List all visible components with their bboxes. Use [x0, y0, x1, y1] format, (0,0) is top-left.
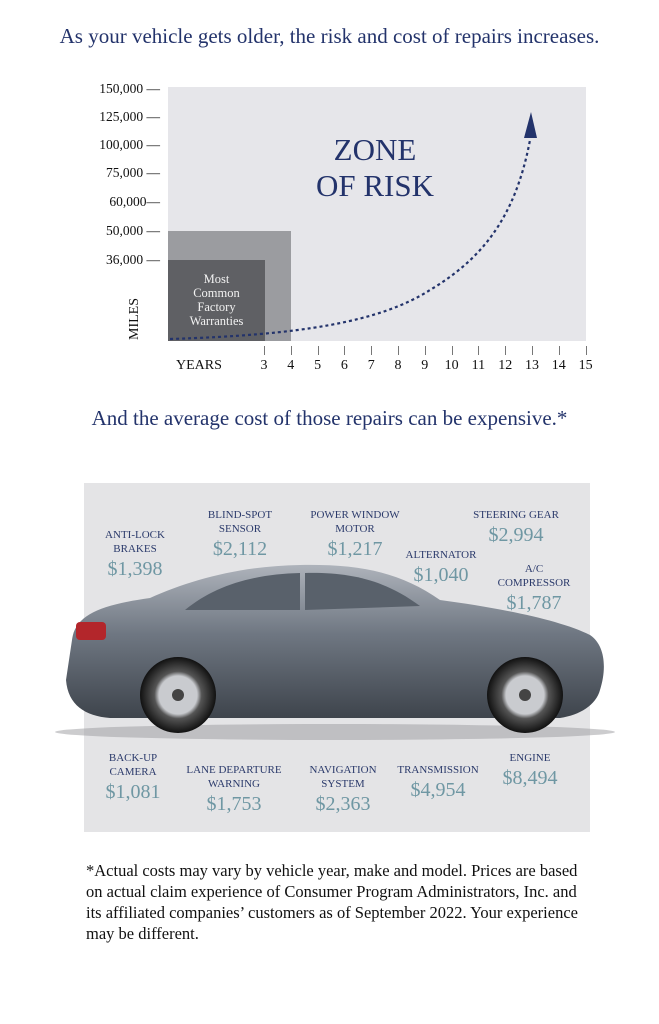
x-tick-label: 4 — [287, 358, 295, 373]
zone-of-risk-label: ZONE OF RISK — [270, 132, 480, 204]
x-tick-mark — [451, 346, 453, 355]
repair-price: $1,040 — [413, 564, 469, 586]
repair-label: ANTI-LOCK — [105, 529, 165, 541]
risk-curve — [169, 112, 537, 341]
zone-label-line: ZONE — [333, 132, 417, 167]
x-tick-label: 3 — [260, 358, 268, 373]
warranty-label-line: Factory — [197, 300, 236, 314]
footnote: *Actual costs may vary by vehicle year, … — [86, 861, 578, 943]
warranty-label: Most Common Factory Warranties — [168, 272, 265, 328]
repair-label: LANE DEPARTURE — [186, 764, 282, 776]
repair-label: WARNING — [208, 778, 260, 790]
x-tick-label: 6 — [340, 358, 348, 373]
repair-price: $1,398 — [107, 558, 163, 580]
x-tick-label: 13 — [525, 358, 539, 373]
x-tick-label: 7 — [367, 358, 375, 373]
x-tick-mark — [478, 346, 480, 355]
repair-price: $2,363 — [315, 793, 371, 815]
x-tick-label: 9 — [421, 358, 429, 373]
x-tick-mark — [558, 346, 560, 355]
x-tick-mark — [290, 346, 292, 355]
repair-price: $2,112 — [212, 538, 268, 560]
repair-price: $8,494 — [502, 767, 558, 789]
repair-label: TRANSMISSION — [397, 764, 479, 776]
x-tick-label: 12 — [498, 358, 513, 373]
x-tick-mark — [317, 346, 319, 355]
repair-label: NAVIGATION — [309, 764, 377, 776]
x-tick-mark — [371, 346, 373, 355]
x-tick-mark — [398, 346, 399, 355]
x-tick-mark — [505, 346, 507, 355]
y-tick-label: 75,000 — — [106, 165, 160, 180]
y-tick-label: 50,000 — — [106, 223, 160, 238]
warranty-label-line: Warranties — [189, 314, 244, 328]
warranty-label-line: Common — [193, 286, 240, 300]
x-axis-label: YEARS — [176, 358, 222, 373]
x-tick-mark — [264, 346, 265, 355]
risk-curve-line — [169, 139, 532, 341]
repair-label: SENSOR — [218, 523, 262, 535]
warranty-box-3yr — [168, 260, 265, 341]
x-tick-mark — [344, 346, 346, 355]
repair-price: $1,081 — [105, 781, 161, 803]
headline-cost: And the average cost of those repairs ca… — [91, 406, 568, 430]
x-tick-mark — [424, 346, 426, 355]
x-tick-label: 11 — [471, 358, 486, 373]
y-tick-label: 36,000 — — [106, 252, 160, 267]
repair-label: ENGINE — [509, 752, 551, 764]
repair-label: COMPRESSOR — [497, 577, 571, 589]
y-tick-label: 60,000— — [109, 194, 160, 209]
zone-label-line: OF RISK — [315, 168, 434, 203]
repair-label: CAMERA — [109, 766, 157, 778]
repair-label: A/C — [524, 563, 544, 575]
x-tick-label: 15 — [578, 358, 593, 373]
arrow-up-icon — [524, 112, 537, 138]
repair-price: $1,217 — [327, 538, 383, 560]
repair-label: BRAKES — [113, 543, 157, 555]
repair-price: $2,994 — [488, 524, 544, 546]
x-tick-mark — [532, 346, 533, 355]
repair-label: BACK-UP — [108, 752, 158, 764]
repair-price: $1,787 — [506, 592, 562, 614]
x-tick-label: 8 — [394, 358, 402, 373]
repair-label: STEERING GEAR — [473, 509, 559, 521]
repair-label: SYSTEM — [321, 778, 365, 790]
warranty-label-line: Most — [203, 272, 230, 286]
repair-label: MOTOR — [335, 523, 375, 535]
x-tick-mark — [585, 346, 587, 355]
repair-price: $4,954 — [410, 779, 466, 801]
repair-label: BLIND-SPOT — [207, 509, 273, 521]
y-tick-label: 150,000 — — [99, 81, 160, 96]
y-tick-label: 125,000 — — [99, 109, 160, 124]
y-tick-label: 100,000 — — [99, 137, 160, 152]
headline-risk: As your vehicle gets older, the risk and… — [59, 24, 600, 48]
repair-price: $1,753 — [206, 793, 262, 815]
repair-label: POWER WINDOW — [310, 509, 400, 521]
x-tick-label: 5 — [314, 358, 322, 373]
x-tick-label: 10 — [444, 358, 459, 373]
x-tick-label: 14 — [551, 358, 566, 373]
repair-label: ALTERNATOR — [405, 549, 477, 561]
